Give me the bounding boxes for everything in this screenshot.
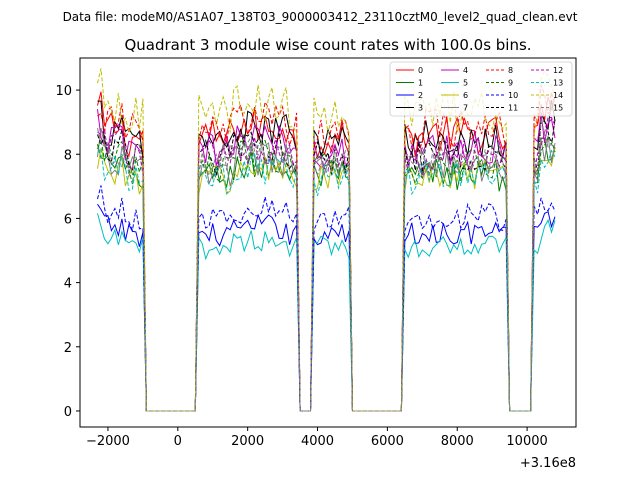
- series-line-6: [97, 147, 556, 412]
- legend-label-3: 3: [418, 104, 423, 113]
- x-tick-label: 8000: [441, 434, 474, 449]
- y-tick-label: 8: [64, 148, 72, 163]
- series-line-9: [97, 136, 556, 412]
- x-tick-label: 6000: [371, 434, 404, 449]
- legend-label-11: 11: [508, 104, 518, 113]
- y-tick-label: 2: [64, 341, 72, 356]
- legend-label-0: 0: [418, 66, 423, 75]
- series-line-13: [97, 147, 556, 412]
- legend-label-12: 12: [553, 66, 563, 75]
- series-line-1: [97, 137, 556, 412]
- series-line-3: [97, 99, 556, 412]
- legend-label-6: 6: [463, 91, 468, 100]
- legend-label-9: 9: [508, 79, 513, 88]
- chart-title: Quadrant 3 module wise count rates with …: [124, 36, 531, 54]
- x-offset-label: +3.16e8: [520, 456, 576, 471]
- legend-label-1: 1: [418, 79, 423, 88]
- y-tick-label: 10: [55, 84, 72, 99]
- chart-suptitle: Data file: modeM0/AS1A07_138T03_90000034…: [63, 10, 578, 24]
- legend-label-13: 13: [553, 79, 563, 88]
- legend-label-14: 14: [553, 91, 563, 100]
- x-tick-label: −2000: [86, 434, 130, 449]
- series-line-2: [97, 203, 556, 412]
- legend-label-8: 8: [508, 66, 513, 75]
- series-line-14: [97, 68, 556, 412]
- legend-label-2: 2: [418, 91, 423, 100]
- y-tick-label: 0: [64, 405, 72, 420]
- series-line-11: [97, 119, 556, 412]
- x-tick-label: 10000: [506, 434, 547, 449]
- x-tick-label: 4000: [301, 434, 334, 449]
- plot-frame: [79, 57, 577, 428]
- y-tick-label: 6: [64, 212, 72, 227]
- legend-box: [389, 61, 573, 117]
- y-tick-label: 4: [64, 277, 72, 292]
- legend-label-7: 7: [463, 104, 468, 113]
- x-tick-label: 0: [174, 434, 182, 449]
- legend-label-4: 4: [463, 66, 468, 75]
- legend-label-15: 15: [553, 104, 563, 113]
- legend-label-5: 5: [463, 79, 468, 88]
- series-layer: [97, 68, 556, 412]
- x-tick-label: 2000: [231, 434, 264, 449]
- axes-layer: −2000 0 2000 4000 6000 8000 10000 0 2 4 6 8 10: [55, 84, 547, 449]
- series-line-15: [97, 118, 556, 412]
- legend-label-10: 10: [508, 91, 518, 100]
- series-line-5: [97, 213, 556, 412]
- series-line-10: [97, 185, 556, 412]
